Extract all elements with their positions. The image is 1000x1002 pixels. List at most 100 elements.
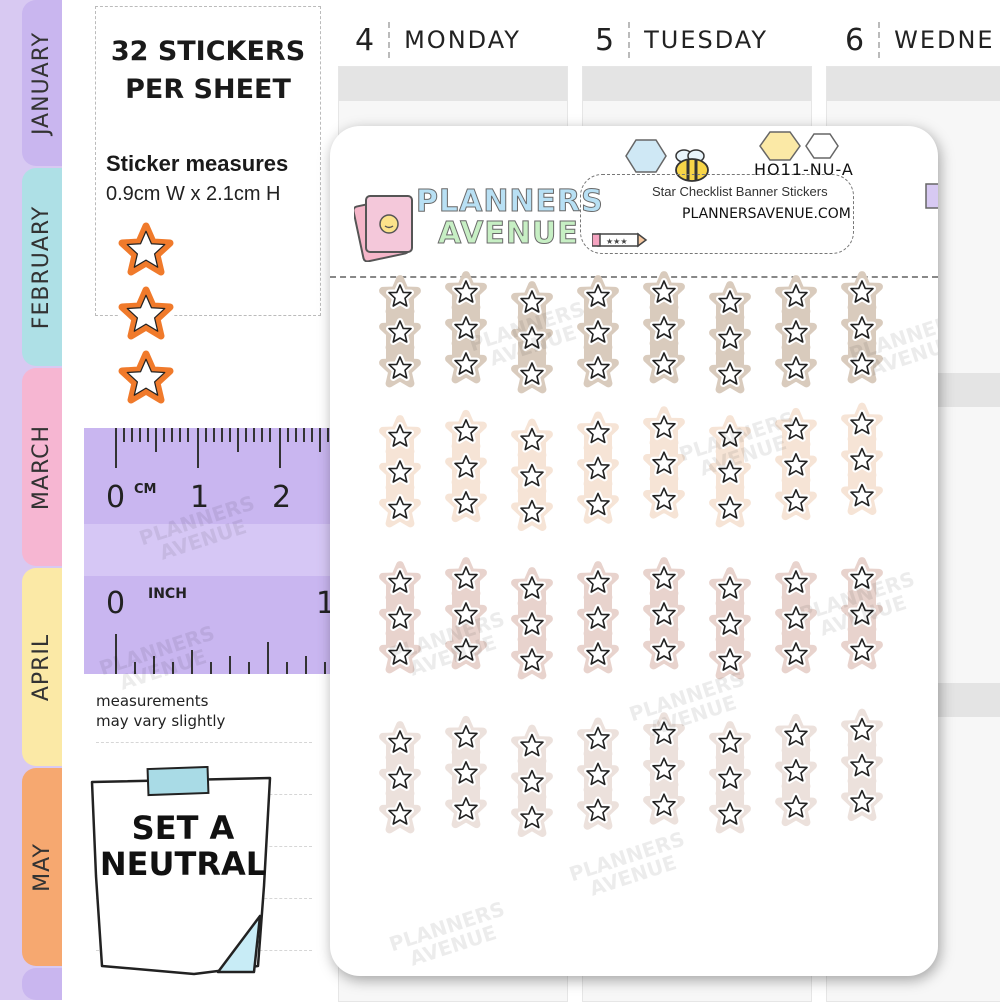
tab-january[interactable]: JANUARY <box>22 0 62 166</box>
website-url: PLANNERSAVENUE.COM <box>682 206 851 222</box>
star-icon <box>716 574 744 601</box>
star-icon <box>650 719 678 747</box>
star-icon <box>782 720 810 748</box>
star-icon <box>518 425 546 453</box>
star-icon <box>386 640 414 667</box>
star-icon <box>782 318 810 345</box>
star-checklist-sticker <box>775 713 817 827</box>
star-icon <box>452 636 480 663</box>
star-icon <box>518 767 546 795</box>
star-icon <box>518 610 546 637</box>
star-checklist-sticker <box>379 415 421 528</box>
star-checklist-sticker <box>643 557 685 670</box>
star-icon <box>452 794 480 822</box>
star-icon <box>782 756 810 784</box>
star-icon <box>386 354 414 381</box>
star-icon <box>650 449 678 477</box>
tab-may[interactable]: MAY <box>22 768 62 966</box>
star-icon <box>584 318 612 345</box>
hexagon-icon <box>759 131 801 161</box>
star-checklist-sticker <box>511 724 553 837</box>
brand-logo-line: PLANNERS <box>416 184 604 220</box>
orange-star-icon <box>122 226 170 272</box>
star-icon <box>584 354 612 381</box>
star-icon <box>848 787 876 815</box>
star-icon <box>848 715 876 743</box>
ruler-cm-unit: CM <box>134 482 157 497</box>
star-icon <box>650 755 678 783</box>
star-icon <box>848 445 876 473</box>
star-checklist-sticker <box>643 271 685 384</box>
star-icon <box>386 494 414 521</box>
tab-march[interactable]: MARCH <box>22 368 62 566</box>
orange-star-icon <box>122 290 170 336</box>
star-icon <box>452 758 480 786</box>
star-checklist-sticker <box>445 557 487 670</box>
star-icon <box>584 490 612 518</box>
star-icon <box>452 488 480 516</box>
bee-icon <box>675 149 709 182</box>
tab-february[interactable]: FEBRUARY <box>22 168 62 366</box>
star-checklist-sticker <box>709 567 751 680</box>
tab-label: MARCH <box>29 424 55 510</box>
star-checklist-sticker <box>379 275 421 388</box>
star-icon <box>584 282 612 309</box>
day-name: WEDNE <box>894 26 995 54</box>
star-checklist-sticker <box>511 567 553 680</box>
measurement-disclaimer: measurements may vary slightly <box>96 691 225 731</box>
star-icon <box>716 422 744 449</box>
star-icon <box>848 751 876 779</box>
star-icon <box>848 564 876 591</box>
star-icon <box>782 354 810 381</box>
tab-june[interactable] <box>22 968 62 1000</box>
star-icon <box>650 278 678 305</box>
star-checklist-sticker <box>511 418 553 531</box>
measure-value: 0.9cm W x 2.1cm H <box>106 183 281 205</box>
star-icon <box>518 574 546 601</box>
star-icon <box>386 458 414 485</box>
star-checklist-sticker <box>775 407 817 521</box>
star-icon <box>452 600 480 627</box>
star-checklist-sticker <box>643 406 685 519</box>
star-checklist-sticker <box>841 708 883 821</box>
star-icon <box>650 600 678 627</box>
orange-star-stickers <box>100 214 190 414</box>
star-icon <box>584 724 612 752</box>
star-icon <box>386 568 414 595</box>
star-icon <box>584 604 612 631</box>
sticker-sheet[interactable]: ★★★ PLANNERS AVENUE HO11-NU-A Star Check… <box>330 126 938 976</box>
brand-logo-line: AVENUE <box>438 216 579 252</box>
star-icon <box>386 318 414 345</box>
product-label-box <box>580 174 854 254</box>
ruler-cm-label: 0 <box>106 480 126 515</box>
ruler-inch-unit: INCH <box>148 586 187 602</box>
disclaimer-line: may vary slightly <box>96 712 226 730</box>
star-icon <box>386 728 414 755</box>
star-icon <box>848 636 876 663</box>
star-icon <box>650 314 678 341</box>
star-icon <box>716 324 744 351</box>
star-icon <box>716 610 744 637</box>
disclaimer-line: measurements <box>96 692 209 710</box>
header-divider <box>628 22 631 58</box>
star-checklist-sticker <box>841 557 883 670</box>
ruler-cm-label: 2 <box>272 480 292 515</box>
star-icon <box>584 760 612 788</box>
star-icon <box>584 796 612 824</box>
star-icon <box>650 413 678 441</box>
sticky-note <box>90 766 272 976</box>
star-icon <box>584 568 612 595</box>
hexagon-decor <box>625 131 938 209</box>
tab-april[interactable]: APRIL <box>22 568 62 766</box>
star-icon <box>452 564 480 591</box>
tab-label: FEBRUARY <box>29 205 55 329</box>
star-checklist-sticker <box>379 561 421 674</box>
star-icon <box>386 604 414 631</box>
star-icon <box>452 416 480 444</box>
star-sticker-grid <box>379 271 883 837</box>
star-icon <box>650 636 678 663</box>
star-icon <box>650 791 678 819</box>
day-number: 6 <box>845 22 865 58</box>
hexagon-icon <box>625 139 667 173</box>
star-icon <box>584 640 612 667</box>
